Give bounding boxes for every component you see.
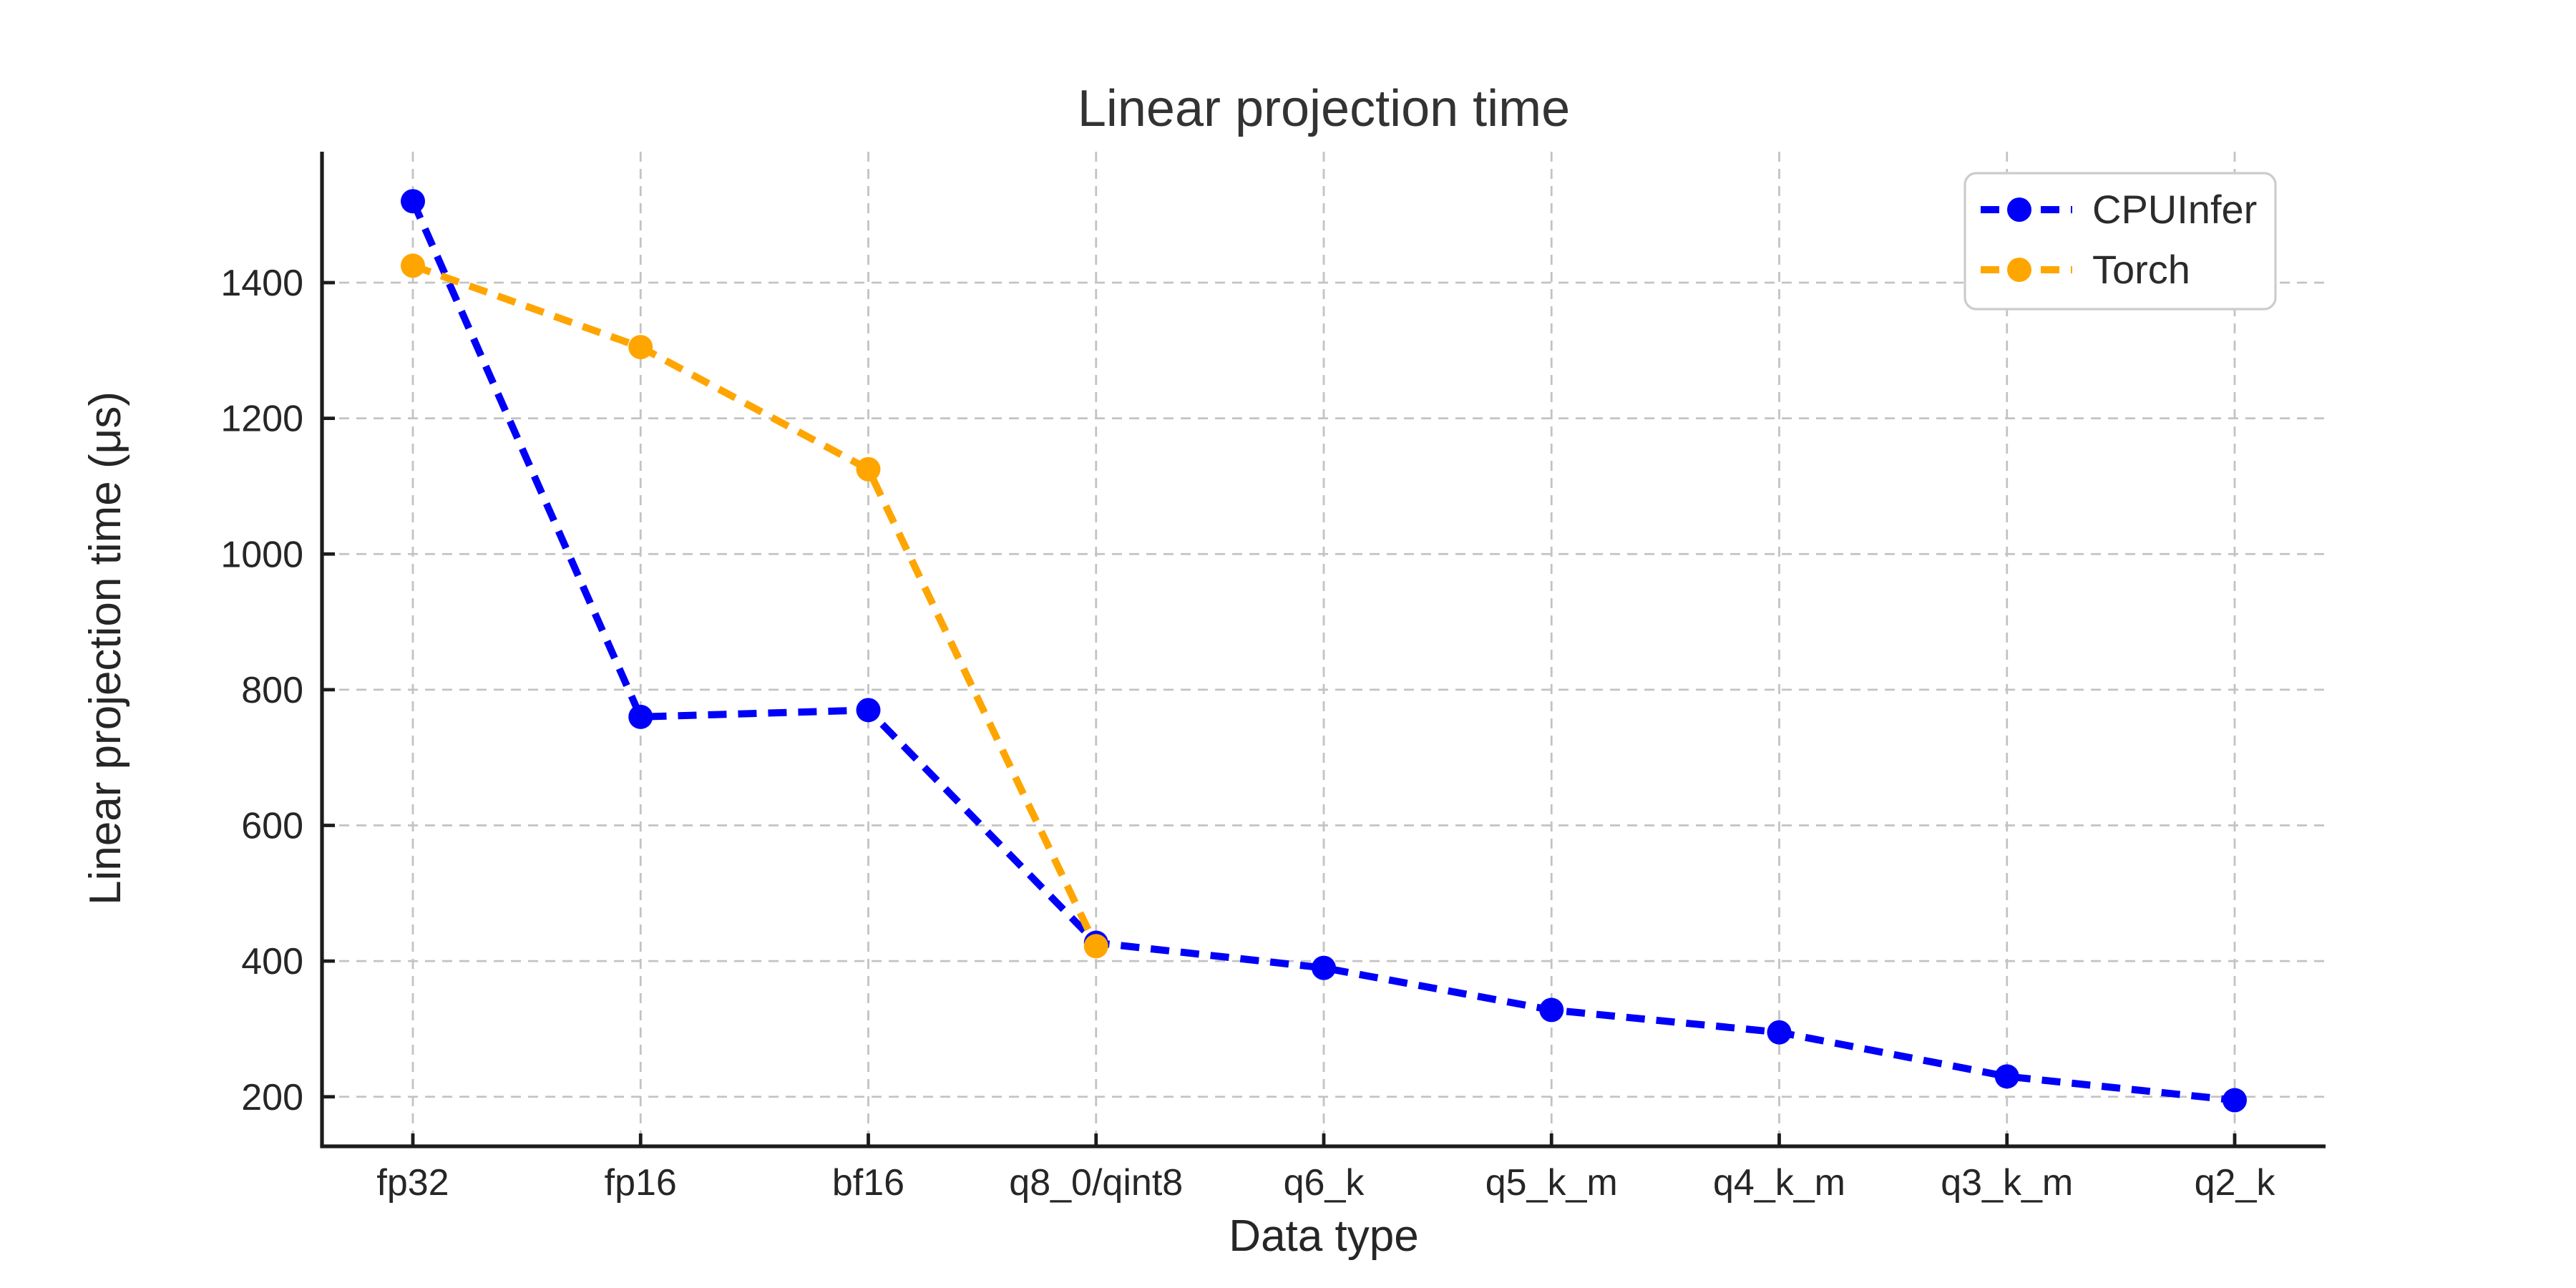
data-point-torch — [401, 253, 425, 278]
x-tick-label: q8_0/qint8 — [1009, 1162, 1183, 1204]
data-point-torch — [628, 335, 653, 360]
y-tick-label: 1200 — [220, 399, 303, 440]
y-axis-label: Linear projection time (μs) — [81, 391, 130, 905]
y-tick-label: 200 — [241, 1077, 303, 1118]
y-tick-label: 400 — [241, 941, 303, 982]
data-point-torch — [856, 457, 881, 482]
data-point-cpuinfer — [856, 698, 881, 723]
y-tick-label: 800 — [241, 670, 303, 711]
x-tick-label: q5_k_m — [1485, 1162, 1618, 1204]
data-point-cpuinfer — [1994, 1064, 2019, 1089]
x-tick-label: q6_k — [1284, 1162, 1365, 1204]
y-tick-label: 600 — [241, 806, 303, 847]
x-tick-label: q2_k — [2195, 1162, 2276, 1204]
data-point-torch — [1083, 934, 1108, 959]
x-tick-label: q3_k_m — [1941, 1162, 2073, 1204]
series-line-torch — [411, 262, 1100, 948]
y-tick-label: 1000 — [220, 534, 303, 575]
data-point-cpuinfer — [2223, 1088, 2247, 1113]
data-point-cpuinfer — [401, 189, 425, 214]
data-point-cpuinfer — [1767, 1020, 1792, 1045]
x-tick-label: fp32 — [376, 1162, 449, 1204]
x-tick-label: q4_k_m — [1713, 1162, 1845, 1204]
axes: 200 400 600 800 1000 1200 1400 fp32 fp16 bf16 q8_0… — [220, 152, 2326, 1204]
legend-marker — [2007, 258, 2031, 282]
legend-label: CPUInfer — [2092, 187, 2257, 232]
legend: CPUInfer Torch — [1963, 172, 2277, 311]
data-point-cpuinfer — [628, 704, 653, 729]
series-line-cpuinfer — [409, 200, 2235, 1104]
x-axis-label: Data type — [1229, 1211, 1418, 1261]
data-point-cpuinfer — [1312, 955, 1336, 980]
legend-label: Torch — [2092, 247, 2190, 292]
y-tick-label: 1400 — [220, 263, 303, 304]
series-lines — [401, 189, 2247, 1113]
chart-title: Linear projection time — [1078, 80, 1570, 137]
x-tick-label: fp16 — [605, 1162, 677, 1204]
legend-marker — [2007, 197, 2031, 222]
x-tick-label: bf16 — [832, 1162, 904, 1204]
data-point-cpuinfer — [1539, 997, 1564, 1023]
